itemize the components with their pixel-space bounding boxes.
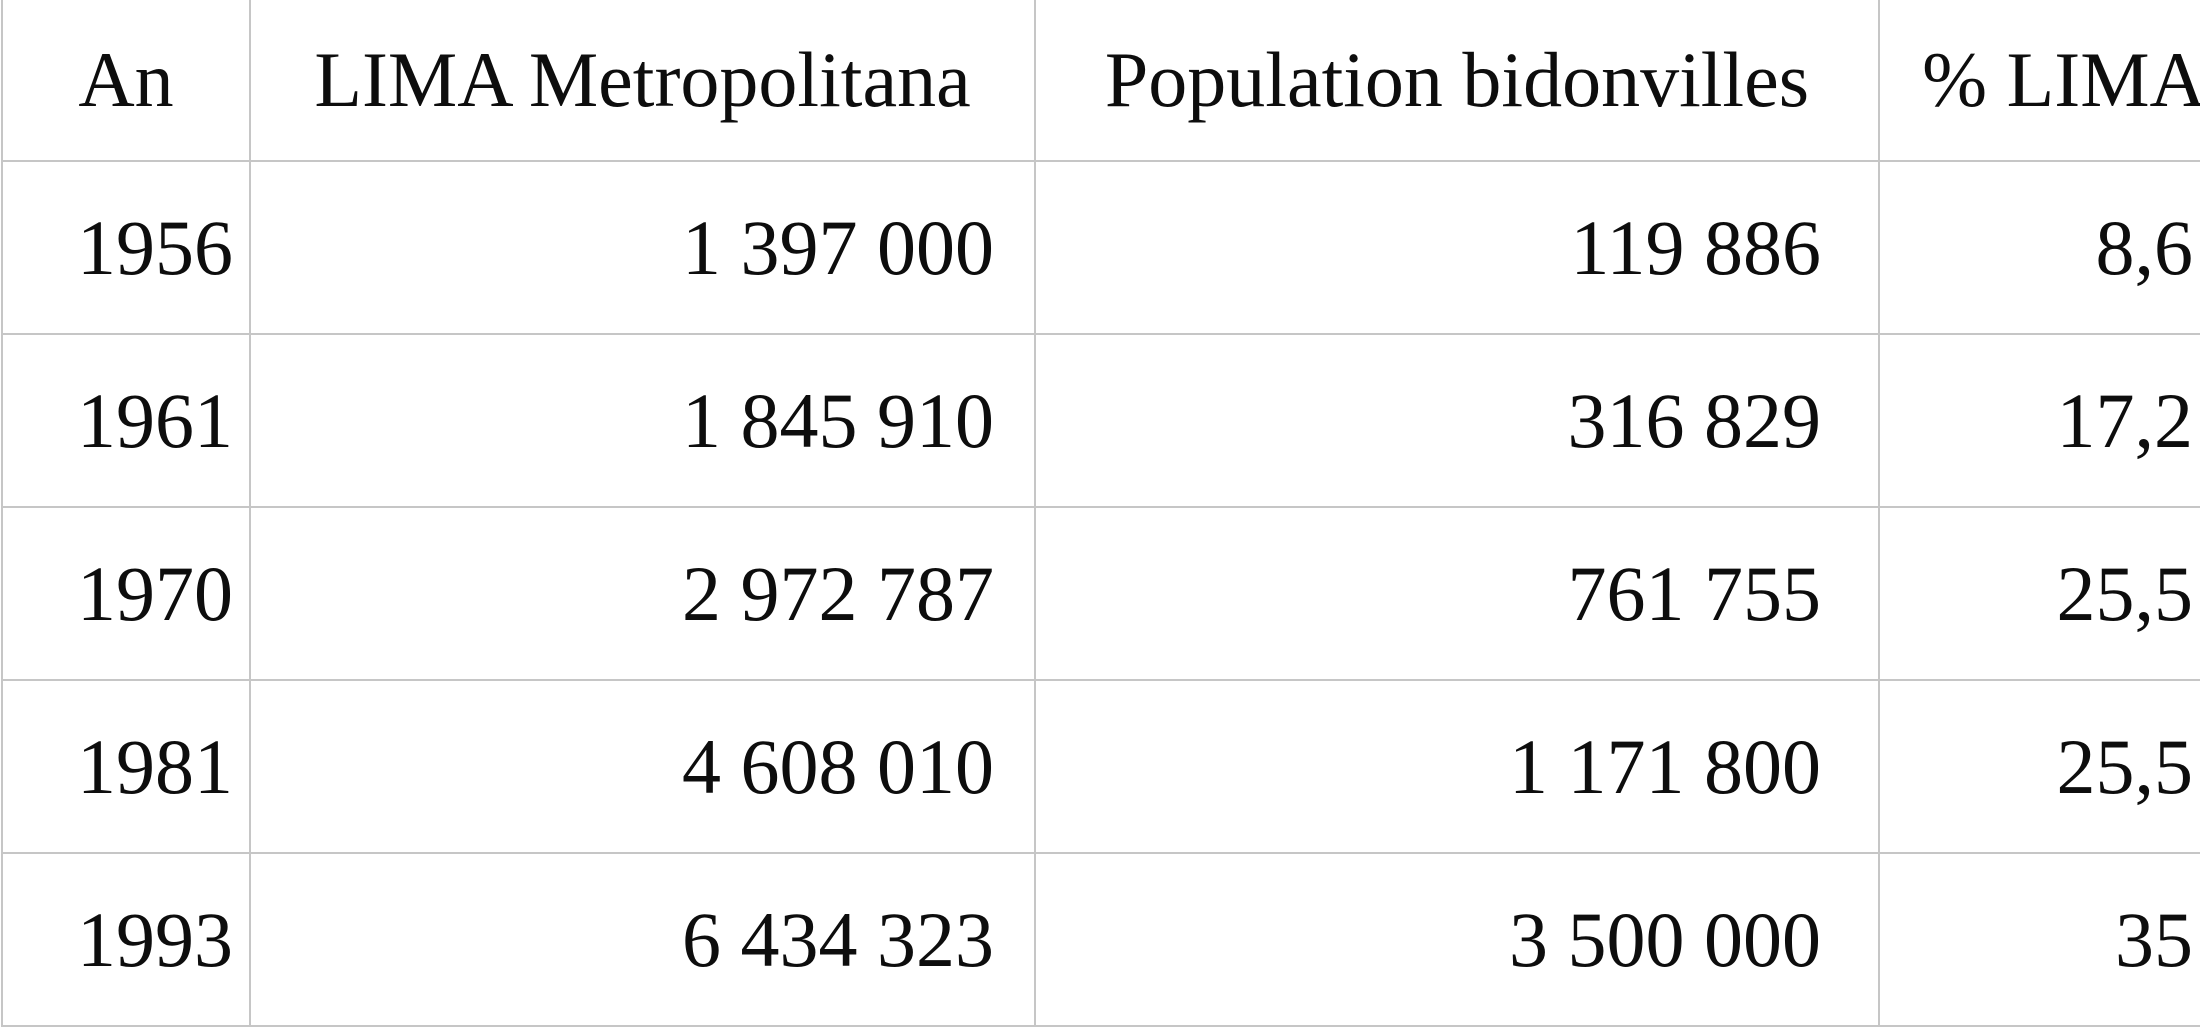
cell-lima-population: 2 972 787 — [249, 506, 1036, 681]
column-header-an: An — [1, 0, 251, 162]
header-row: An LIMA Metropolitana Population bidonvi… — [1, 0, 2200, 162]
column-header-population-bidonvilles: Population bidonvilles — [1034, 0, 1880, 162]
cell-year: 1993 — [1, 852, 251, 1027]
cell-slum-population: 1 171 800 — [1034, 679, 1880, 854]
table-row: 1961 1 845 910 316 829 17,2 — [1, 333, 2200, 508]
cell-lima-population: 1 845 910 — [249, 333, 1036, 508]
cell-lima-population: 1 397 000 — [249, 160, 1036, 335]
cell-percent-lima: 8,6 — [1878, 160, 2200, 335]
table-row: 1956 1 397 000 119 886 8,6 — [1, 160, 2200, 335]
cell-lima-population: 6 434 323 — [249, 852, 1036, 1027]
cell-year: 1961 — [1, 333, 251, 508]
cell-slum-population: 119 886 — [1034, 160, 1880, 335]
column-header-lima-metropolitana: LIMA Metropolitana — [249, 0, 1036, 162]
cell-lima-population: 4 608 010 — [249, 679, 1036, 854]
cell-percent-lima: 25,5 — [1878, 679, 2200, 854]
table-row: 1981 4 608 010 1 171 800 25,5 — [1, 679, 2200, 854]
cell-year: 1956 — [1, 160, 251, 335]
cell-slum-population: 761 755 — [1034, 506, 1880, 681]
cell-slum-population: 316 829 — [1034, 333, 1880, 508]
cell-percent-lima: 25,5 — [1878, 506, 2200, 681]
table-row: 1993 6 434 323 3 500 000 35 — [1, 852, 2200, 1027]
cell-slum-population: 3 500 000 — [1034, 852, 1880, 1027]
cell-year: 1970 — [1, 506, 251, 681]
cell-percent-lima: 35 — [1878, 852, 2200, 1027]
cell-percent-lima: 17,2 — [1878, 333, 2200, 508]
cell-year: 1981 — [1, 679, 251, 854]
column-header-pct-lima: % LIMA — [1878, 0, 2200, 162]
table-row: 1970 2 972 787 761 755 25,5 — [1, 506, 2200, 681]
